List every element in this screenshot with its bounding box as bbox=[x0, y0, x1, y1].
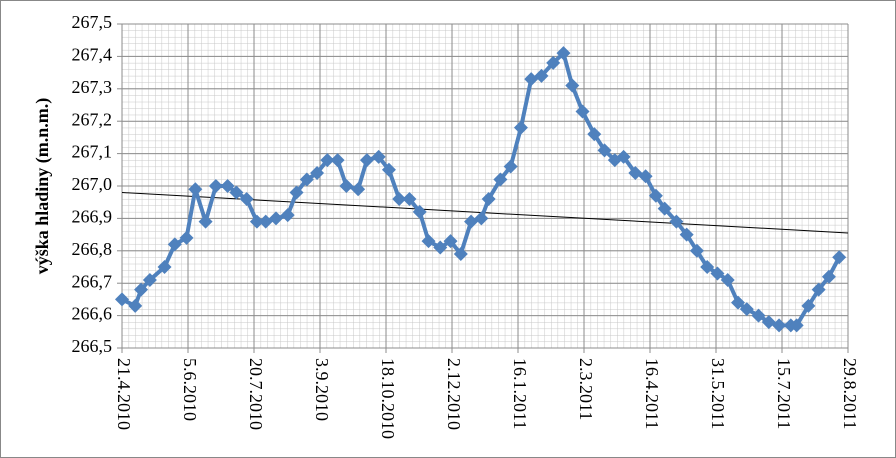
marker bbox=[587, 127, 602, 142]
marker bbox=[289, 185, 304, 200]
marker bbox=[412, 204, 427, 219]
marker bbox=[134, 282, 149, 297]
marker bbox=[421, 234, 436, 249]
y-tick-label: 266,6 bbox=[72, 304, 113, 324]
marker bbox=[115, 292, 129, 307]
marker bbox=[811, 282, 826, 297]
x-tick-label: 29.8.2011 bbox=[840, 358, 860, 429]
marker bbox=[789, 318, 804, 333]
marker bbox=[157, 260, 172, 274]
y-tick-label: 267,0 bbox=[72, 174, 113, 194]
y-tick-label: 266,9 bbox=[72, 207, 113, 227]
marker bbox=[772, 318, 787, 333]
marker bbox=[310, 166, 325, 181]
marker bbox=[679, 227, 694, 242]
marker bbox=[700, 260, 715, 274]
y-tick-label: 266,7 bbox=[72, 271, 113, 291]
marker bbox=[546, 55, 561, 70]
marker bbox=[229, 185, 244, 200]
marker bbox=[220, 179, 235, 193]
marker bbox=[534, 68, 549, 83]
marker bbox=[638, 169, 653, 184]
y-tick-label: 267,4 bbox=[72, 45, 113, 65]
marker bbox=[628, 166, 643, 181]
marker bbox=[832, 250, 847, 265]
y-tick-label: 267,5 bbox=[72, 12, 113, 32]
y-tick-label: 267,1 bbox=[72, 142, 113, 162]
y-tick-label: 266,8 bbox=[72, 239, 113, 259]
marker bbox=[339, 179, 354, 193]
marker bbox=[167, 237, 182, 252]
marker bbox=[524, 72, 539, 87]
marker bbox=[280, 208, 295, 223]
y-tick-label: 266,5 bbox=[72, 336, 113, 356]
marker bbox=[371, 149, 386, 164]
marker bbox=[320, 153, 335, 168]
x-tick-label: 2.12.2010 bbox=[444, 358, 464, 430]
x-tick-label: 31.5.2011 bbox=[708, 358, 728, 429]
marker bbox=[731, 295, 745, 310]
marker bbox=[751, 308, 766, 323]
marker bbox=[402, 191, 417, 206]
marker bbox=[657, 201, 672, 216]
marker bbox=[669, 214, 684, 229]
marker bbox=[258, 214, 273, 229]
x-tick-label: 15.7.2011 bbox=[774, 358, 794, 429]
marker bbox=[392, 191, 407, 206]
marker bbox=[464, 214, 479, 229]
x-tick-label: 16.4.2011 bbox=[642, 358, 662, 429]
marker bbox=[689, 243, 704, 258]
marker bbox=[269, 211, 283, 226]
x-tick-label: 3.9.2010 bbox=[312, 358, 332, 421]
marker bbox=[239, 191, 254, 206]
marker bbox=[433, 240, 448, 255]
marker bbox=[565, 78, 580, 93]
marker bbox=[761, 315, 776, 330]
marker bbox=[597, 143, 612, 158]
marker bbox=[648, 188, 663, 203]
marker bbox=[513, 120, 528, 135]
x-tick-label: 16.1.2011 bbox=[510, 358, 530, 429]
x-tick-label: 5.6.2010 bbox=[180, 358, 200, 421]
marker bbox=[351, 182, 366, 197]
marker bbox=[575, 104, 590, 119]
marker bbox=[330, 153, 345, 168]
marker bbox=[821, 269, 836, 284]
marker bbox=[188, 182, 203, 197]
marker bbox=[128, 298, 143, 313]
marker bbox=[381, 162, 396, 177]
marker bbox=[503, 159, 518, 174]
marker bbox=[474, 211, 489, 226]
marker bbox=[481, 191, 496, 206]
y-tick-label: 267,2 bbox=[72, 109, 113, 129]
marker bbox=[179, 230, 194, 245]
y-axis-title: výška hladiny (m.n.m.) bbox=[32, 98, 53, 275]
x-tick-label: 21.4.2010 bbox=[114, 358, 134, 430]
marker bbox=[249, 214, 264, 229]
marker bbox=[493, 172, 508, 187]
marker bbox=[616, 149, 631, 164]
marker bbox=[359, 153, 374, 168]
marker bbox=[720, 272, 735, 287]
marker bbox=[801, 298, 816, 313]
marker bbox=[142, 272, 157, 287]
x-tick-label: 18.10.2010 bbox=[378, 358, 398, 439]
x-tick-label: 20.7.2010 bbox=[246, 358, 266, 430]
marker bbox=[453, 247, 468, 262]
marker bbox=[739, 302, 754, 317]
marker bbox=[299, 172, 314, 187]
marker bbox=[208, 179, 223, 193]
marker bbox=[443, 234, 458, 249]
marker bbox=[710, 266, 725, 281]
x-tick-label: 2.3.2011 bbox=[576, 358, 596, 420]
marker bbox=[198, 214, 213, 229]
marker bbox=[556, 46, 571, 61]
y-tick-label: 267,3 bbox=[72, 77, 113, 97]
